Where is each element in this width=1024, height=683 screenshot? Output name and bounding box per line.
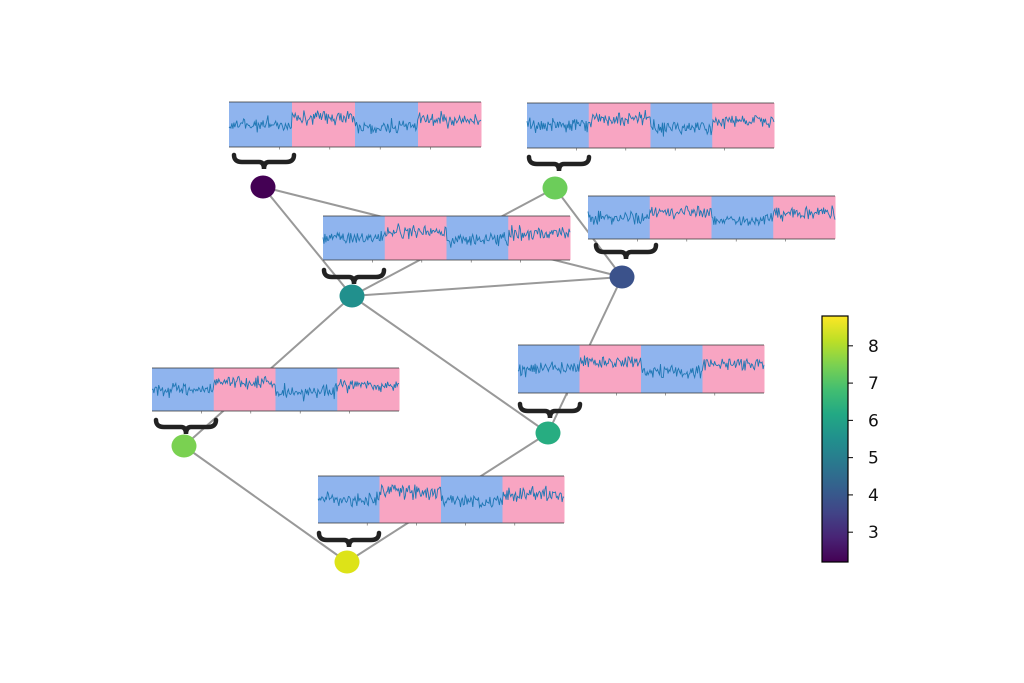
colorbar-ticks: 3 4 5 6 7 8: [848, 337, 879, 543]
node-n4: [339, 284, 365, 308]
segment-pink: [712, 103, 775, 148]
signal-line: [228, 110, 482, 134]
edge-n6-n7: [183, 445, 348, 563]
node-n7: [334, 550, 360, 574]
signal-panel-n4: [321, 215, 571, 285]
colorbar-tick-label: 6: [868, 411, 879, 431]
signal-line: [517, 355, 765, 380]
colorbar-tick-label: 3: [868, 523, 879, 543]
brace-n5: [517, 401, 583, 419]
segment-blue: [711, 196, 774, 239]
segment-pink: [502, 476, 565, 523]
segment-pink: [588, 103, 651, 148]
segment-pink: [508, 216, 571, 260]
segment-pink: [213, 368, 276, 411]
colorbar-tick-label: 4: [868, 486, 879, 506]
signal-line: [587, 205, 836, 227]
segment-pink: [384, 216, 447, 260]
segment-pink: [418, 102, 482, 147]
edge-n4-n3: [351, 276, 623, 297]
node-n6: [171, 434, 197, 458]
node-n5: [535, 421, 561, 445]
segment-blue: [641, 345, 703, 393]
signal-line: [151, 375, 400, 402]
segment-blue: [650, 103, 713, 148]
node-n3: [609, 265, 635, 289]
segment-pink: [579, 345, 642, 393]
signal-panel-n5: [517, 344, 765, 419]
brace-n7: [316, 530, 382, 548]
segment-blue: [318, 476, 380, 523]
segment-blue: [446, 216, 509, 260]
panels-layer: [151, 101, 836, 548]
segment-pink: [649, 196, 712, 239]
colorbar-tick-label: 7: [868, 374, 879, 394]
brace-n4: [321, 267, 387, 285]
segment-pink: [702, 345, 765, 393]
colorbar: 3 4 5 6 7 8: [821, 315, 879, 563]
nodes-layer: [171, 175, 635, 574]
colorbar-gradient: [821, 315, 849, 563]
colorbar-tick-label: 8: [868, 337, 879, 357]
node-n2: [542, 176, 568, 200]
node-n1: [250, 175, 276, 199]
signal-line: [317, 483, 565, 509]
signal-panel-n1: [228, 101, 482, 170]
signal-panel-n7: [316, 475, 565, 548]
brace-n3: [593, 242, 659, 260]
signal-panel-n3: [587, 195, 836, 260]
brace-n6: [153, 417, 219, 435]
signal-line: [526, 110, 775, 137]
brace-n2: [526, 154, 592, 172]
brace-n1: [231, 152, 297, 170]
edge-n4-n5: [351, 295, 549, 434]
signal-panel-n2: [526, 102, 775, 172]
colorbar-tick-label: 5: [868, 449, 879, 469]
segment-pink: [379, 476, 442, 523]
signal-panel-n6: [151, 367, 400, 435]
segment-pink: [292, 102, 356, 147]
signal-line: [322, 223, 571, 248]
segment-blue: [588, 196, 651, 239]
